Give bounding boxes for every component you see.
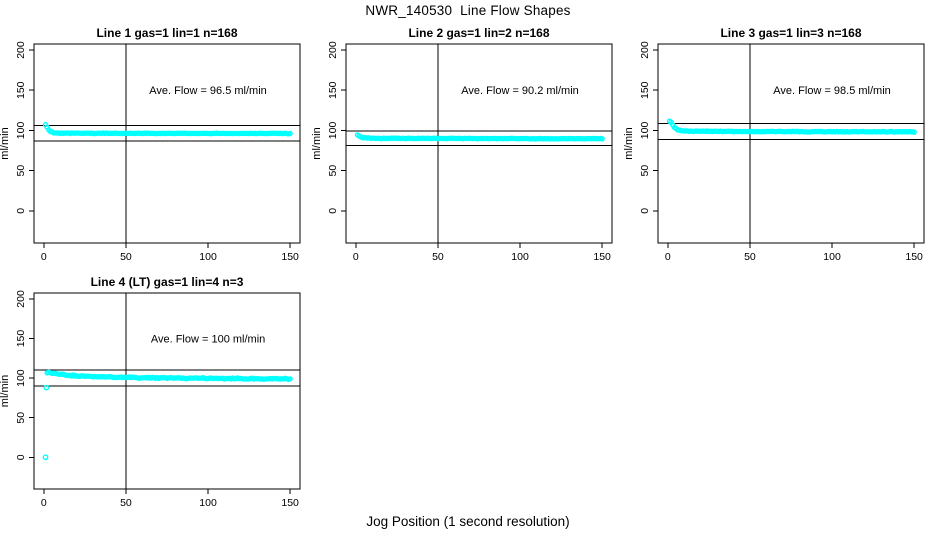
y-tick-label: 150	[15, 81, 27, 99]
y-tick-label: 100	[15, 122, 27, 140]
y-tick-label: 150	[15, 330, 27, 348]
x-axis-label: Jog Position (1 second resolution)	[366, 514, 570, 529]
y-axis-ticks: 0 50 100 150 200	[639, 41, 658, 214]
y-axis-ticks: 0 50 100 150 200	[15, 41, 34, 214]
x-tick-label: 50	[432, 251, 444, 263]
data-series	[666, 118, 917, 135]
data-series	[354, 132, 605, 142]
y-tick-label: 50	[327, 165, 339, 177]
ave-flow-annotation: Ave. Flow = 90.2 ml/min	[461, 85, 578, 97]
x-tick-label: 50	[744, 251, 756, 263]
x-tick-label: 50	[120, 251, 132, 263]
main-title: NWR_140530 Line Flow Shapes	[365, 3, 571, 18]
y-tick-label: 0	[639, 208, 651, 214]
x-axis-ticks: 0 50 100 150	[41, 243, 299, 263]
data-point	[599, 136, 605, 142]
plot-panel-4: Line 4 (LT) gas=1 lin=4 n=3 0 50 100 150 0 50 1…	[0, 275, 301, 509]
x-axis-ticks: 0 50 100 150	[665, 243, 923, 263]
x-tick-label: 0	[41, 497, 47, 509]
panel-title: Line 1 gas=1 lin=1 n=168	[96, 26, 237, 40]
y-tick-label: 200	[327, 41, 339, 59]
plot-box	[657, 43, 925, 244]
y-axis-ticks: 0 50 100 150 200	[15, 290, 34, 460]
y-tick-label: 100	[639, 122, 651, 140]
plot-box	[345, 43, 613, 244]
data-point	[287, 130, 293, 137]
y-tick-label: 0	[327, 208, 339, 214]
plot-panel-3: Line 3 gas=1 lin=3 n=168 0 50 100 150 0 50 100 1…	[623, 26, 925, 263]
panel-title: Line 2 gas=1 lin=2 n=168	[408, 26, 549, 40]
data-series	[42, 369, 293, 461]
ave-flow-annotation: Ave. Flow = 98.5 ml/min	[773, 85, 890, 97]
data-point	[287, 376, 293, 382]
y-axis-title: ml/min	[311, 127, 323, 159]
outlier-point	[42, 454, 49, 461]
x-tick-label: 100	[823, 251, 841, 263]
y-axis-title: ml/min	[0, 127, 11, 159]
x-tick-label: 100	[511, 251, 529, 263]
y-axis-title: ml/min	[0, 375, 11, 407]
y-tick-label: 200	[639, 41, 651, 59]
y-tick-label: 200	[15, 290, 27, 308]
x-tick-label: 100	[199, 251, 217, 263]
x-tick-label: 0	[353, 251, 359, 263]
ave-flow-annotation: Ave. Flow = 100 ml/min	[151, 334, 265, 346]
outlier-point	[43, 384, 50, 391]
y-tick-label: 50	[15, 412, 27, 424]
data-series	[42, 121, 293, 137]
y-tick-label: 100	[327, 122, 339, 140]
y-tick-label: 150	[639, 81, 651, 99]
y-axis-title: ml/min	[623, 127, 635, 159]
ave-flow-annotation: Ave. Flow = 96.5 ml/min	[149, 85, 266, 97]
x-tick-label: 150	[905, 251, 923, 263]
plot-panel-1: Line 1 gas=1 lin=1 n=168 0 50 100 150 0 50 100 1…	[0, 26, 301, 263]
x-tick-label: 150	[593, 251, 611, 263]
x-tick-label: 0	[665, 251, 671, 263]
y-axis-ticks: 0 50 100 150 200	[327, 41, 346, 214]
y-tick-label: 200	[15, 41, 27, 59]
plot-panel-2: Line 2 gas=1 lin=2 n=168 0 50 100 150 0 50 100 1…	[311, 26, 613, 263]
x-tick-label: 50	[120, 497, 132, 509]
y-tick-label: 50	[639, 165, 651, 177]
y-tick-label: 100	[15, 369, 27, 387]
y-tick-label: 0	[15, 208, 27, 214]
x-tick-label: 150	[281, 497, 299, 509]
y-tick-label: 50	[15, 165, 27, 177]
panel-title: Line 4 (LT) gas=1 lin=4 n=3	[91, 275, 244, 289]
x-tick-label: 0	[41, 251, 47, 263]
x-axis-ticks: 0 50 100 150	[41, 489, 299, 509]
plot-box	[33, 43, 301, 244]
x-tick-label: 100	[199, 497, 217, 509]
y-tick-label: 0	[15, 454, 27, 460]
data-point	[911, 129, 917, 135]
x-axis-ticks: 0 50 100 150	[353, 243, 611, 263]
plot-box	[33, 292, 301, 490]
panel-title: Line 3 gas=1 lin=3 n=168	[720, 26, 861, 40]
y-tick-label: 150	[327, 81, 339, 99]
x-tick-label: 150	[281, 251, 299, 263]
